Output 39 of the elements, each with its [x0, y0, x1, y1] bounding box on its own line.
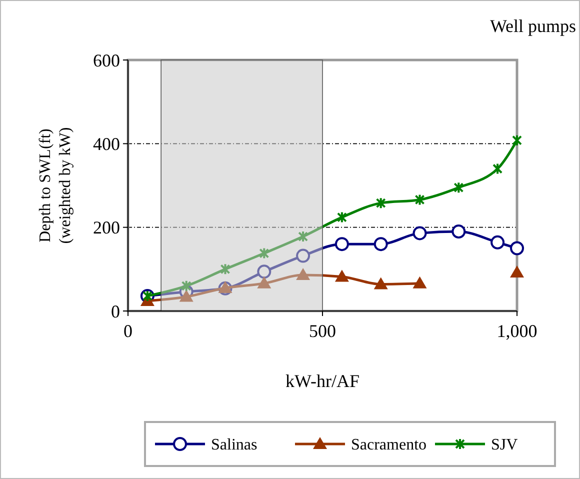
x-tick-label: 1,000 [496, 321, 538, 341]
point [492, 162, 503, 175]
point [220, 263, 230, 276]
point [512, 134, 522, 146]
point [510, 241, 524, 256]
point [296, 268, 310, 280]
legend-label: SJV [491, 436, 518, 454]
chart-title: Well pumps [490, 16, 576, 36]
y-axis-title: Depth to SWL(ft) (weighted by kW) [37, 127, 74, 244]
point [257, 264, 272, 279]
point [374, 277, 388, 290]
x-tick-label: 0 [124, 321, 132, 341]
y-tick-label: 200 [93, 218, 120, 238]
point [412, 226, 427, 240]
point [296, 248, 310, 263]
point [181, 280, 192, 292]
point [336, 211, 347, 224]
y-tick-label: 0 [111, 301, 120, 322]
x-tick-label: 500 [309, 321, 336, 341]
y-tick-label: 600 [93, 50, 120, 70]
point [454, 182, 464, 194]
point [412, 276, 427, 288]
point [376, 197, 386, 210]
point [257, 276, 272, 288]
point [259, 247, 270, 260]
legend-label: Sacramento [351, 436, 427, 454]
point [298, 230, 308, 243]
point [452, 224, 466, 239]
point [179, 290, 194, 302]
point [414, 194, 425, 206]
point [218, 280, 232, 293]
legend-label: Salinas [211, 436, 258, 454]
point [490, 235, 505, 250]
point [510, 266, 524, 278]
y-tick-label: 400 [93, 134, 120, 154]
point [334, 237, 349, 252]
point [374, 237, 388, 252]
point [334, 270, 349, 282]
x-axis-title: kW-hr/AF [286, 371, 360, 391]
